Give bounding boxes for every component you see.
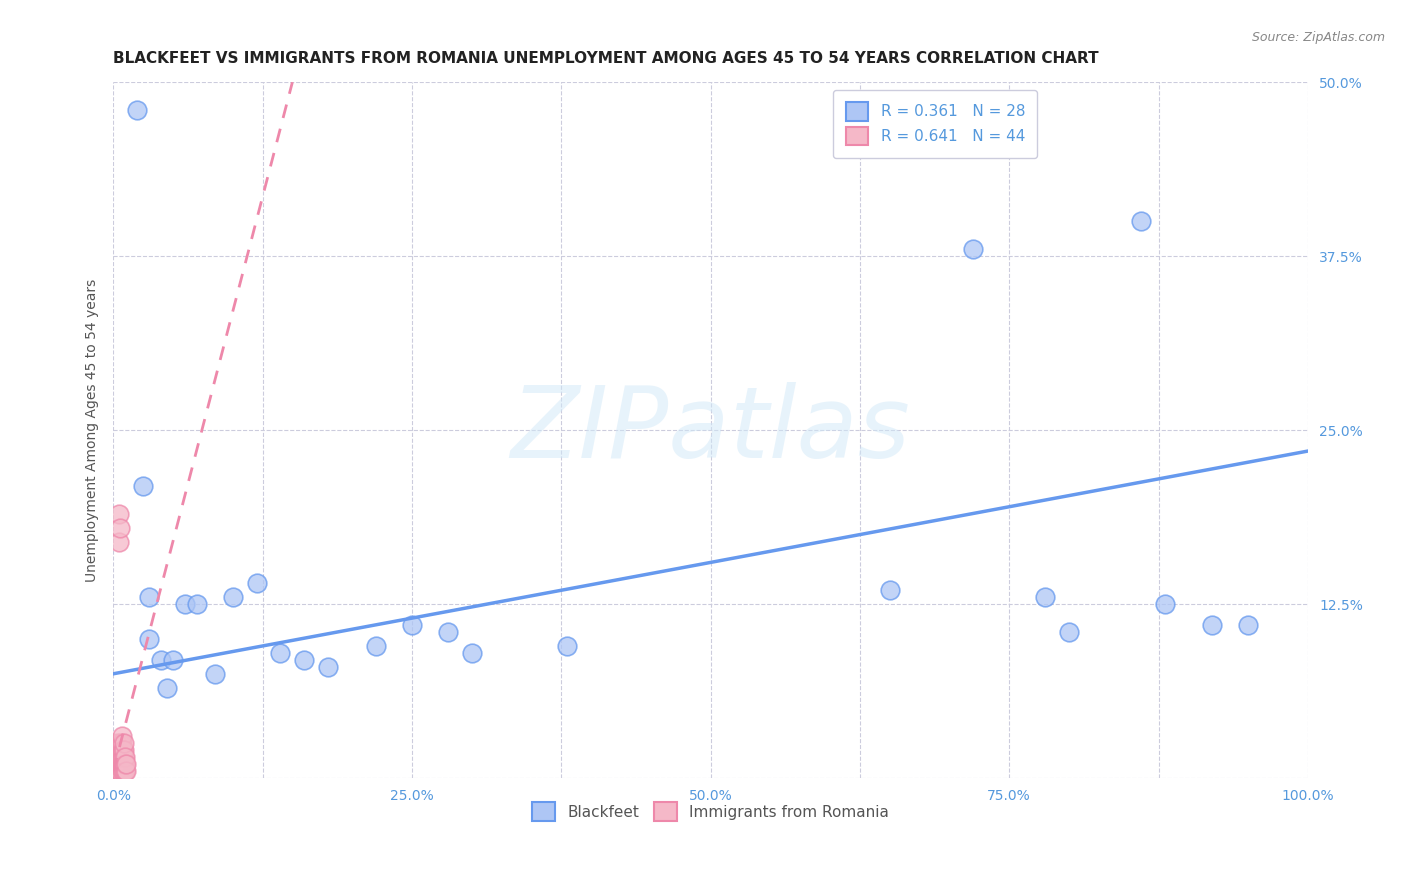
Point	[1057, 625, 1080, 640]
Point	[1033, 591, 1056, 605]
Point	[138, 632, 160, 646]
Point	[105, 743, 128, 757]
Point	[114, 757, 136, 772]
Point	[401, 618, 423, 632]
Point	[114, 764, 136, 779]
Point	[204, 666, 226, 681]
Point	[112, 757, 135, 772]
Point	[108, 764, 131, 779]
Point	[104, 757, 127, 772]
Point	[364, 639, 387, 653]
Point	[107, 757, 129, 772]
Point	[104, 750, 127, 764]
Point	[879, 583, 901, 598]
Point	[460, 646, 482, 660]
Point	[104, 764, 127, 779]
Point	[105, 736, 128, 750]
Point	[111, 757, 134, 772]
Point	[1201, 618, 1223, 632]
Point	[112, 764, 135, 779]
Point	[132, 479, 155, 493]
Point	[1153, 597, 1175, 611]
Point	[1129, 214, 1152, 228]
Point	[125, 103, 148, 117]
Text: ZIPatlas: ZIPatlas	[510, 382, 911, 479]
Point	[112, 750, 135, 764]
Point	[105, 757, 128, 772]
Point	[114, 750, 136, 764]
Point	[108, 750, 131, 764]
Point	[107, 750, 129, 764]
Point	[107, 743, 129, 757]
Point	[112, 743, 135, 757]
Point	[110, 743, 132, 757]
Point	[108, 507, 131, 521]
Point	[149, 653, 172, 667]
Text: Source: ZipAtlas.com: Source: ZipAtlas.com	[1251, 31, 1385, 45]
Point	[110, 750, 132, 764]
Point	[108, 743, 131, 757]
Point	[173, 597, 195, 611]
Point	[221, 591, 243, 605]
Point	[1237, 618, 1260, 632]
Point	[110, 757, 132, 772]
Point	[156, 681, 179, 695]
Point	[110, 743, 132, 757]
Point	[436, 625, 458, 640]
Point	[555, 639, 578, 653]
Point	[111, 750, 134, 764]
Text: BLACKFEET VS IMMIGRANTS FROM ROMANIA UNEMPLOYMENT AMONG AGES 45 TO 54 YEARS CORR: BLACKFEET VS IMMIGRANTS FROM ROMANIA UNE…	[114, 51, 1099, 66]
Point	[110, 736, 132, 750]
Point	[316, 660, 339, 674]
Point	[111, 743, 134, 757]
Point	[105, 750, 128, 764]
Point	[110, 764, 132, 779]
Point	[110, 736, 132, 750]
Point	[186, 597, 208, 611]
Point	[105, 764, 128, 779]
Point	[110, 521, 132, 535]
Point	[115, 764, 138, 779]
Point	[107, 764, 129, 779]
Point	[962, 242, 984, 256]
Y-axis label: Unemployment Among Ages 45 to 54 years: Unemployment Among Ages 45 to 54 years	[86, 278, 100, 582]
Point	[162, 653, 184, 667]
Point	[245, 576, 267, 591]
Point	[115, 757, 138, 772]
Point	[108, 534, 131, 549]
Point	[110, 750, 132, 764]
Point	[110, 757, 132, 772]
Point	[108, 757, 131, 772]
Point	[110, 730, 132, 744]
Legend: Blackfeet, Immigrants from Romania: Blackfeet, Immigrants from Romania	[520, 790, 901, 833]
Point	[112, 736, 135, 750]
Point	[111, 764, 134, 779]
Point	[110, 764, 132, 779]
Point	[269, 646, 291, 660]
Point	[138, 591, 160, 605]
Point	[292, 653, 315, 667]
